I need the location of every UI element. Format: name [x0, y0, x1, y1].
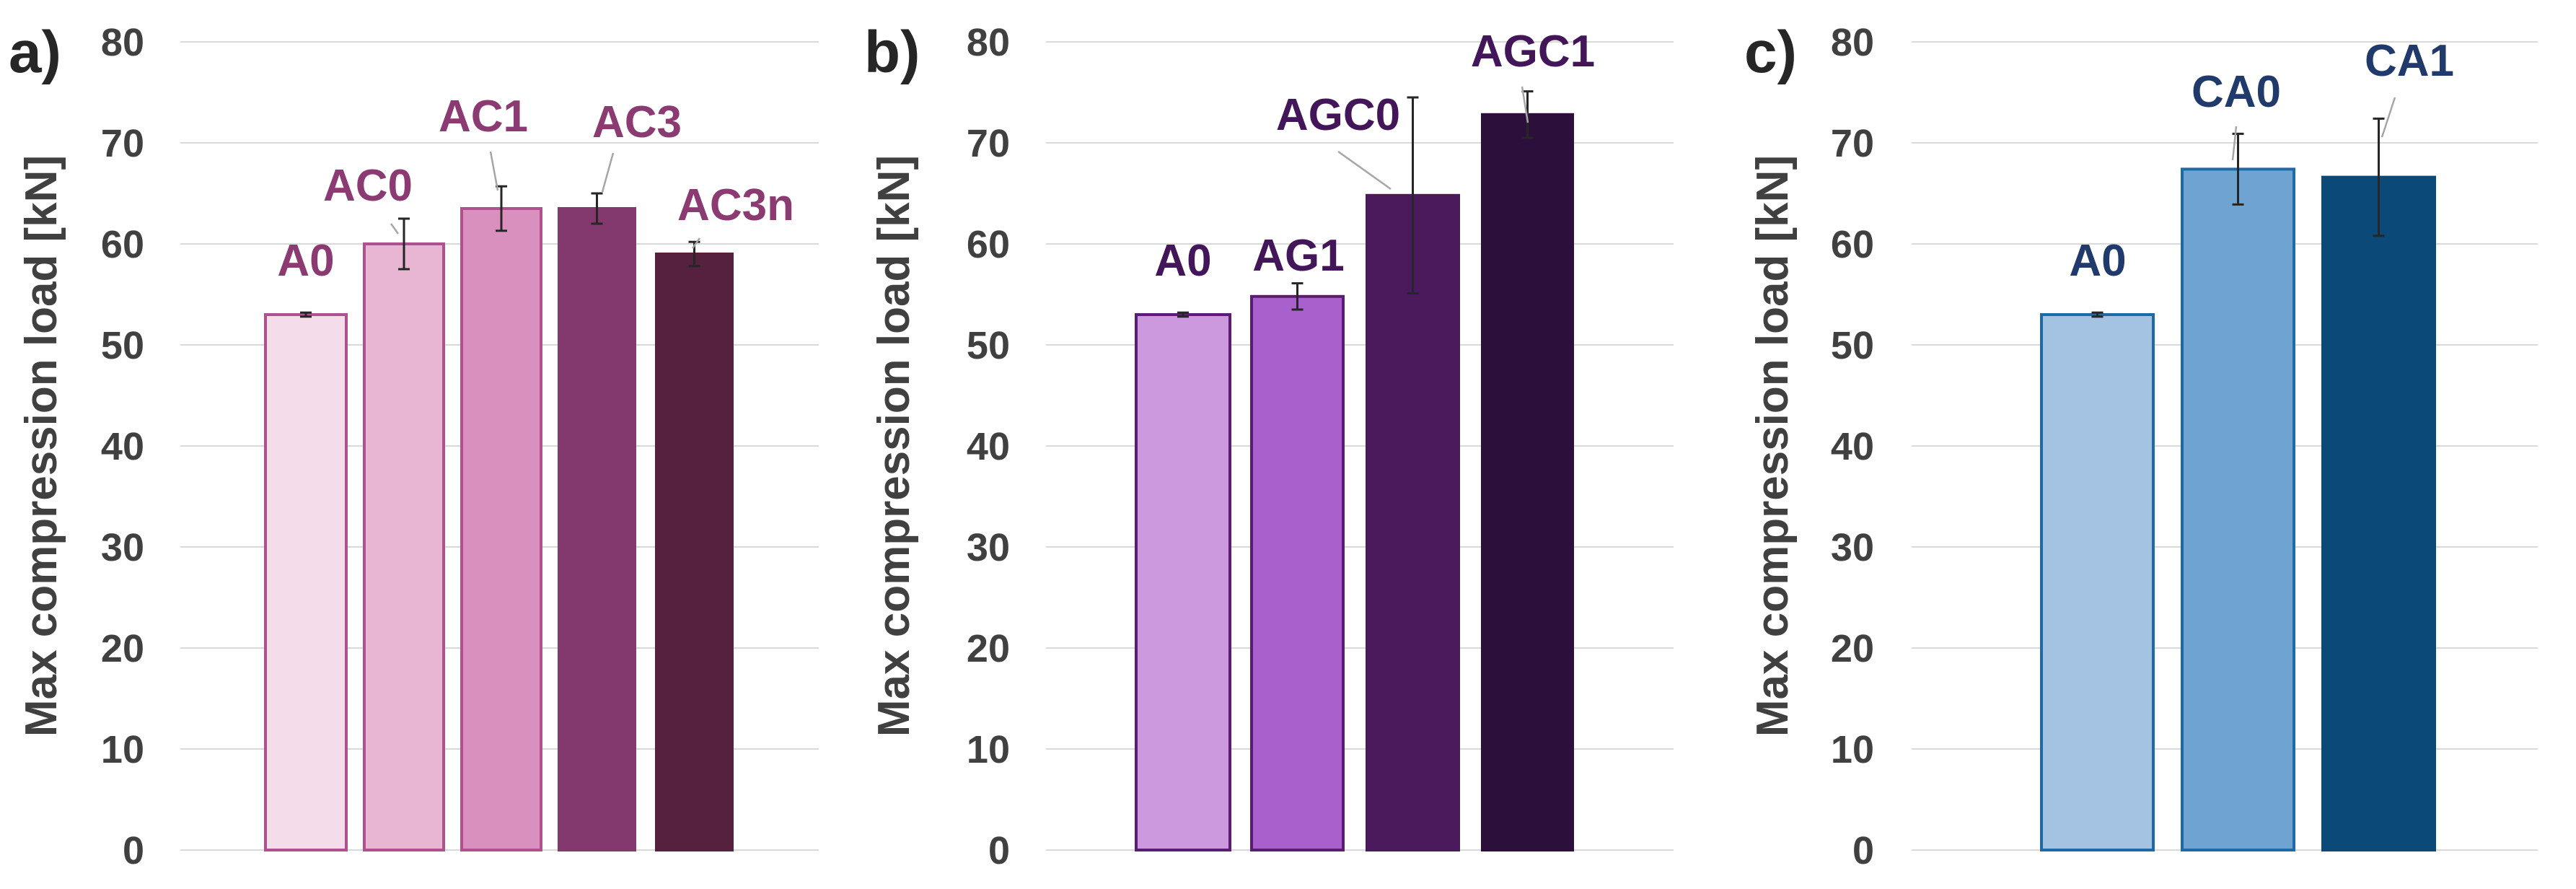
bar-a0 [2040, 313, 2155, 851]
chart-panel-1: 0 10 20 30 40 50 60 70 80 Max compression load [k… [9, 19, 819, 872]
bar-ac3 [558, 207, 636, 851]
panel-label: a) [9, 19, 61, 85]
y-tick-label: 50 [1831, 324, 1874, 367]
panel-label: c) [1744, 19, 1797, 85]
chart-panel-2: 0 10 20 30 40 50 60 70 80 Max compression load [k… [864, 19, 1674, 872]
label-leader-line [390, 223, 400, 235]
y-tick-label: 60 [1831, 223, 1874, 266]
y-tick-label: 10 [1831, 728, 1874, 771]
y-tick-label: 40 [967, 425, 1010, 468]
y-tick-label: 30 [101, 526, 144, 569]
y-tick-label: 50 [967, 324, 1010, 367]
label-leader-line [1337, 150, 1392, 190]
y-axis-label: Max compression load [kN] [1748, 155, 1798, 737]
bar-label-ca1: CA1 [2365, 36, 2454, 86]
bar-ac0 [363, 242, 445, 851]
y-tick-label: 20 [1831, 627, 1874, 670]
y-tick-label: 70 [101, 122, 144, 165]
bar-label-agc1: AGC1 [1471, 27, 1595, 76]
bar-ca0 [2181, 167, 2295, 851]
label-leader-line [1521, 86, 1529, 123]
bar-label-ca0: CA0 [2192, 67, 2281, 117]
bar-ac1 [460, 207, 542, 851]
y-axis-label: Max compression load [kN] [17, 155, 66, 737]
y-tick-label: 60 [967, 223, 1010, 266]
label-leader-line [601, 152, 615, 193]
y-tick-label: 10 [967, 728, 1010, 771]
bar-label-ac3: AC3 [592, 97, 682, 147]
bar-label-a0: A0 [277, 236, 334, 286]
y-tick-label: 40 [101, 425, 144, 468]
y-tick-label: 40 [1831, 425, 1874, 468]
y-tick-label: 10 [101, 728, 144, 771]
y-tick-label: 0 [1852, 829, 1874, 872]
y-tick-label: 20 [101, 627, 144, 670]
y-tick-label: 30 [967, 526, 1010, 569]
bar-ac3n [655, 253, 734, 851]
y-tick-label: 80 [1831, 21, 1874, 64]
bar-agc0 [1366, 193, 1460, 851]
y-tick-label: 60 [101, 223, 144, 266]
bar-agc1 [1481, 113, 1574, 852]
y-tick-label: 70 [1831, 122, 1874, 165]
bar-label-ac3n: AC3n [677, 180, 794, 230]
y-tick-label: 80 [967, 21, 1010, 64]
bar-label-a0: A0 [1154, 236, 1211, 286]
label-leader-line [2381, 97, 2396, 138]
bar-label-a0: A0 [2069, 236, 2126, 286]
bar-a0 [264, 313, 348, 851]
y-tick-label: 70 [967, 122, 1010, 165]
y-tick-label: 0 [988, 829, 1010, 872]
bar-label-ac0: AC0 [323, 161, 413, 211]
bar-ca1 [2321, 175, 2436, 852]
y-axis-label: Max compression load [kN] [869, 155, 919, 737]
label-leader-line [489, 151, 499, 191]
y-tick-label: 50 [101, 324, 144, 367]
label-leader-line [691, 237, 701, 249]
panel-label: b) [864, 19, 920, 85]
bar-label-ac1: AC1 [439, 92, 528, 141]
y-tick-label: 20 [967, 627, 1010, 670]
label-leader-line [2231, 126, 2238, 161]
y-tick-label: 0 [123, 829, 144, 872]
chart-panel-3: 0 10 20 30 40 50 60 70 80 Max compression load [k… [1744, 19, 2538, 872]
y-tick-label: 30 [1831, 526, 1874, 569]
bar-label-ag1: AG1 [1252, 231, 1344, 281]
bar-label-agc0: AGC0 [1276, 90, 1400, 140]
bar-a0 [1135, 313, 1231, 851]
bar-ag1 [1250, 294, 1345, 851]
y-tick-label: 80 [101, 21, 144, 64]
